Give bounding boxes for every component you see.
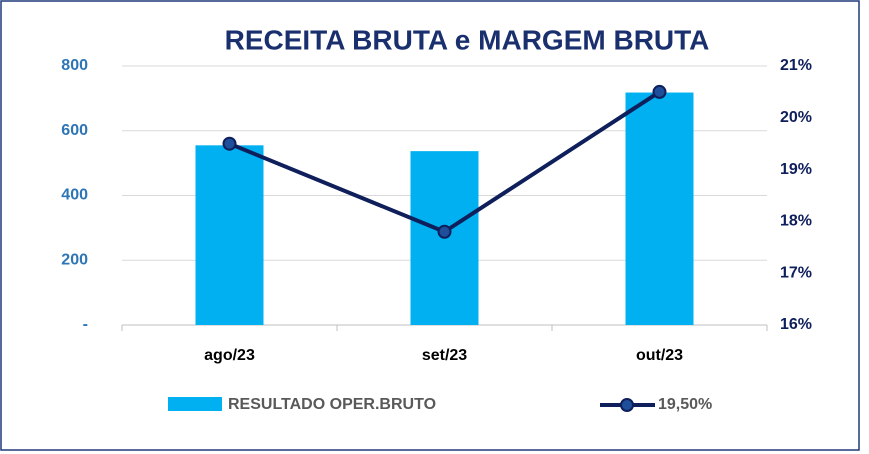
- x-tick-label: out/23: [636, 347, 683, 364]
- y2-tick-label: 17%: [780, 264, 812, 281]
- y2-tick-label: 18%: [780, 213, 812, 230]
- chart-title: RECEITA BRUTA e MARGEM BRUTA: [225, 24, 710, 55]
- legend-marker: [620, 398, 634, 412]
- y-tick-label: 800: [61, 57, 88, 74]
- y2-tick-label: 21%: [780, 57, 812, 74]
- y-tick-label: 400: [61, 187, 88, 204]
- legend-label: RESULTADO OPER.BRUTO: [228, 396, 436, 413]
- y-tick-label: 600: [61, 122, 88, 139]
- bar: [195, 145, 264, 325]
- legend-swatch: [168, 397, 222, 411]
- y2-tick-label: 19%: [780, 161, 812, 178]
- y-tick-label: -: [83, 316, 88, 333]
- bar: [625, 92, 694, 325]
- legend-label: 19,50%: [658, 396, 712, 413]
- line-marker: [652, 84, 667, 99]
- line-marker: [222, 136, 237, 151]
- y2-tick-label: 16%: [780, 316, 812, 333]
- y2-tick-label: 20%: [780, 109, 812, 126]
- x-tick-label: set/23: [422, 347, 467, 364]
- line-marker: [437, 224, 452, 239]
- x-tick-label: ago/23: [204, 347, 255, 364]
- y-tick-label: 200: [61, 251, 88, 268]
